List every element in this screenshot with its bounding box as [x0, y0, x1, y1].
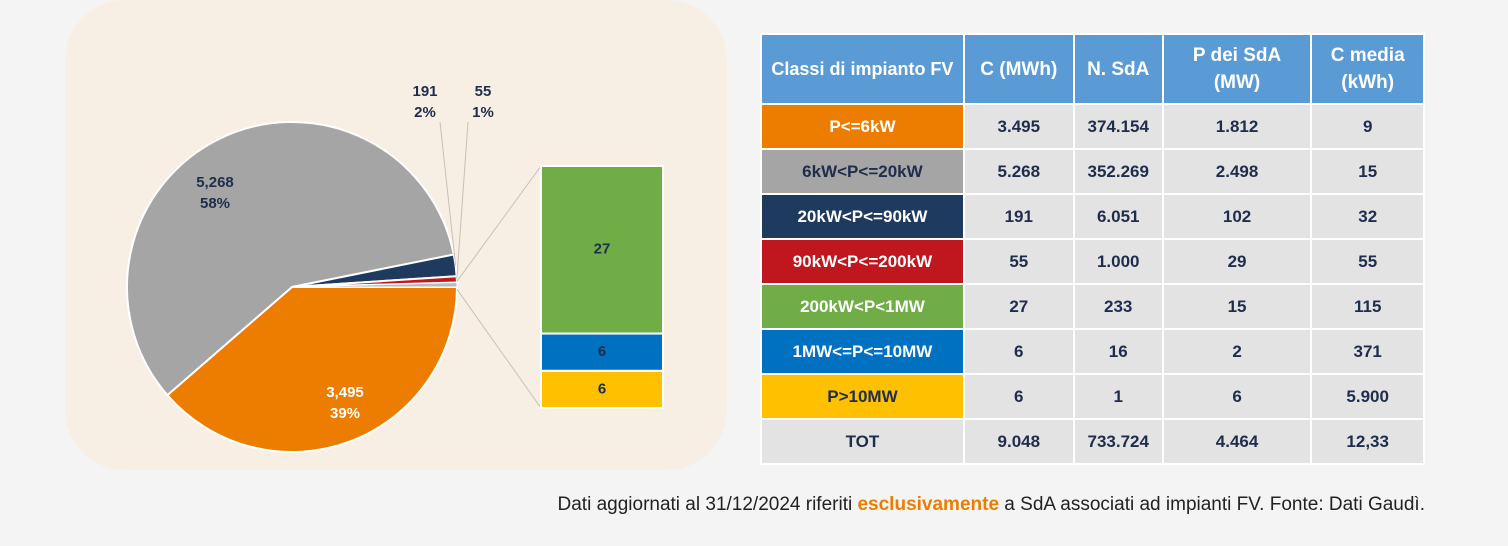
pie-slice: [165, 286, 459, 453]
value-cell: 2: [1161, 328, 1313, 375]
data-label: 3,495: [326, 384, 364, 401]
value-cell: 4.464: [1161, 418, 1313, 465]
connector: [456, 165, 542, 282]
value-cell: 32: [1310, 193, 1425, 240]
data-table: Classi di impianto FV C (MWh) N. SdA P dei …: [760, 33, 1425, 465]
value-cell: 3.495: [962, 103, 1075, 150]
connector: [456, 289, 542, 409]
table-row: 20kW<P<=90kW 191 6.051 102 32: [760, 193, 1425, 240]
percent-label: 39%: [330, 405, 360, 422]
value-cell: 6: [1161, 373, 1313, 420]
header-text: C media (kWh): [1330, 45, 1405, 93]
table-row: 200kW<P<1MW 27 233 15 115: [760, 283, 1425, 330]
value-cell: 9.048: [962, 418, 1075, 465]
percent-label: 58%: [200, 195, 230, 212]
percent-label: 1%: [472, 104, 494, 121]
header-cell: C (MWh): [962, 33, 1075, 105]
value-cell: 102: [1161, 193, 1313, 240]
table-row: 6kW<P<=20kW 5.268 352.269 2.498 15: [760, 148, 1425, 195]
value-cell: 27: [962, 283, 1075, 330]
bar-label: 6: [598, 343, 606, 360]
data-label: 55: [475, 83, 492, 100]
value-cell: 1.812: [1161, 103, 1313, 150]
value-cell: 352.269: [1072, 148, 1164, 195]
leader-line: [439, 121, 457, 266]
percent-label: 2%: [414, 104, 436, 121]
value-cell: 1: [1072, 373, 1164, 420]
pie-slice: [126, 121, 455, 397]
value-cell: 55: [962, 238, 1075, 285]
header-cell: N. SdA: [1072, 33, 1164, 105]
value-cell: 5.900: [1310, 373, 1425, 420]
header-cell: C media (kWh): [1310, 33, 1425, 105]
value-cell: 6.051: [1072, 193, 1164, 240]
table-row: 1MW<=P<=10MW 6 16 2 371: [760, 328, 1425, 375]
value-cell: 371: [1310, 328, 1425, 375]
bar-segment: [540, 165, 664, 335]
header-text: Classi di impianto FV: [771, 58, 954, 79]
value-cell: 15: [1310, 148, 1425, 195]
header-row: Classi di impianto FV C (MWh) N. SdA P dei …: [760, 33, 1425, 105]
value-cell: 6: [962, 328, 1075, 375]
value-cell: 2.498: [1161, 148, 1313, 195]
value-cell: 12,33: [1310, 418, 1425, 465]
class-cell: 6kW<P<=20kW: [760, 148, 965, 195]
bar-segment: [540, 332, 664, 372]
header-text: C (MWh): [980, 58, 1058, 80]
table-row: P<=6kW 3.495 374.154 1.812 9: [760, 103, 1425, 150]
value-cell: 115: [1310, 283, 1425, 330]
value-cell: 233: [1072, 283, 1164, 330]
value-cell: 9: [1310, 103, 1425, 150]
class-cell: 1MW<=P<=10MW: [760, 328, 965, 375]
table-body: P<=6kW 3.495 374.154 1.812 9 6kW<P<=20kW 5.268…: [760, 103, 1425, 465]
class-cell: TOT: [760, 418, 965, 465]
chart: 3,495 39% 5,268 58% 191 2% 55 1% 6 6 27: [65, 0, 727, 470]
value-cell: 16: [1072, 328, 1164, 375]
header-cell: Classi di impianto FV: [760, 33, 965, 105]
data-label: 5,268: [196, 174, 234, 191]
value-cell: 1.000: [1072, 238, 1164, 285]
leader-line: [456, 121, 469, 280]
footnote-emphasis: esclusivamente: [857, 494, 1000, 515]
class-cell: 200kW<P<1MW: [760, 283, 965, 330]
value-cell: 55: [1310, 238, 1425, 285]
bar-label: 6: [598, 380, 606, 397]
footnote: Dati aggiornati al 31/12/2024 riferiti e…: [558, 494, 1425, 516]
value-cell: 15: [1161, 283, 1313, 330]
table-row: P>10MW 6 1 6 5.900: [760, 373, 1425, 420]
class-cell: 90kW<P<=200kW: [760, 238, 965, 285]
value-cell: 29: [1161, 238, 1313, 285]
class-cell: P<=6kW: [760, 103, 965, 150]
table-row: TOT 9.048 733.724 4.464 12,33: [760, 418, 1425, 465]
header-text: N. SdA: [1087, 58, 1150, 80]
class-cell: P>10MW: [760, 373, 965, 420]
value-cell: 5.268: [962, 148, 1075, 195]
pie-slice-other: [291, 282, 458, 288]
data-label: 191: [412, 83, 437, 100]
footnote-text: Dati aggiornati al 31/12/2024 riferiti: [557, 494, 858, 515]
footnote-text: a SdA associati ad impianti FV. Fonte: D…: [999, 494, 1425, 515]
value-cell: 191: [962, 193, 1075, 240]
value-cell: 6: [962, 373, 1075, 420]
value-cell: 733.724: [1072, 418, 1164, 465]
table-row: 90kW<P<=200kW 55 1.000 29 55: [760, 238, 1425, 285]
header-cell: P dei SdA (MW): [1161, 33, 1313, 105]
bar-label: 27: [594, 241, 611, 258]
class-cell: 20kW<P<=90kW: [760, 193, 965, 240]
value-cell: 374.154: [1072, 103, 1164, 150]
bar-segment: [540, 369, 664, 409]
header-text: P dei SdA (MW): [1192, 45, 1282, 93]
